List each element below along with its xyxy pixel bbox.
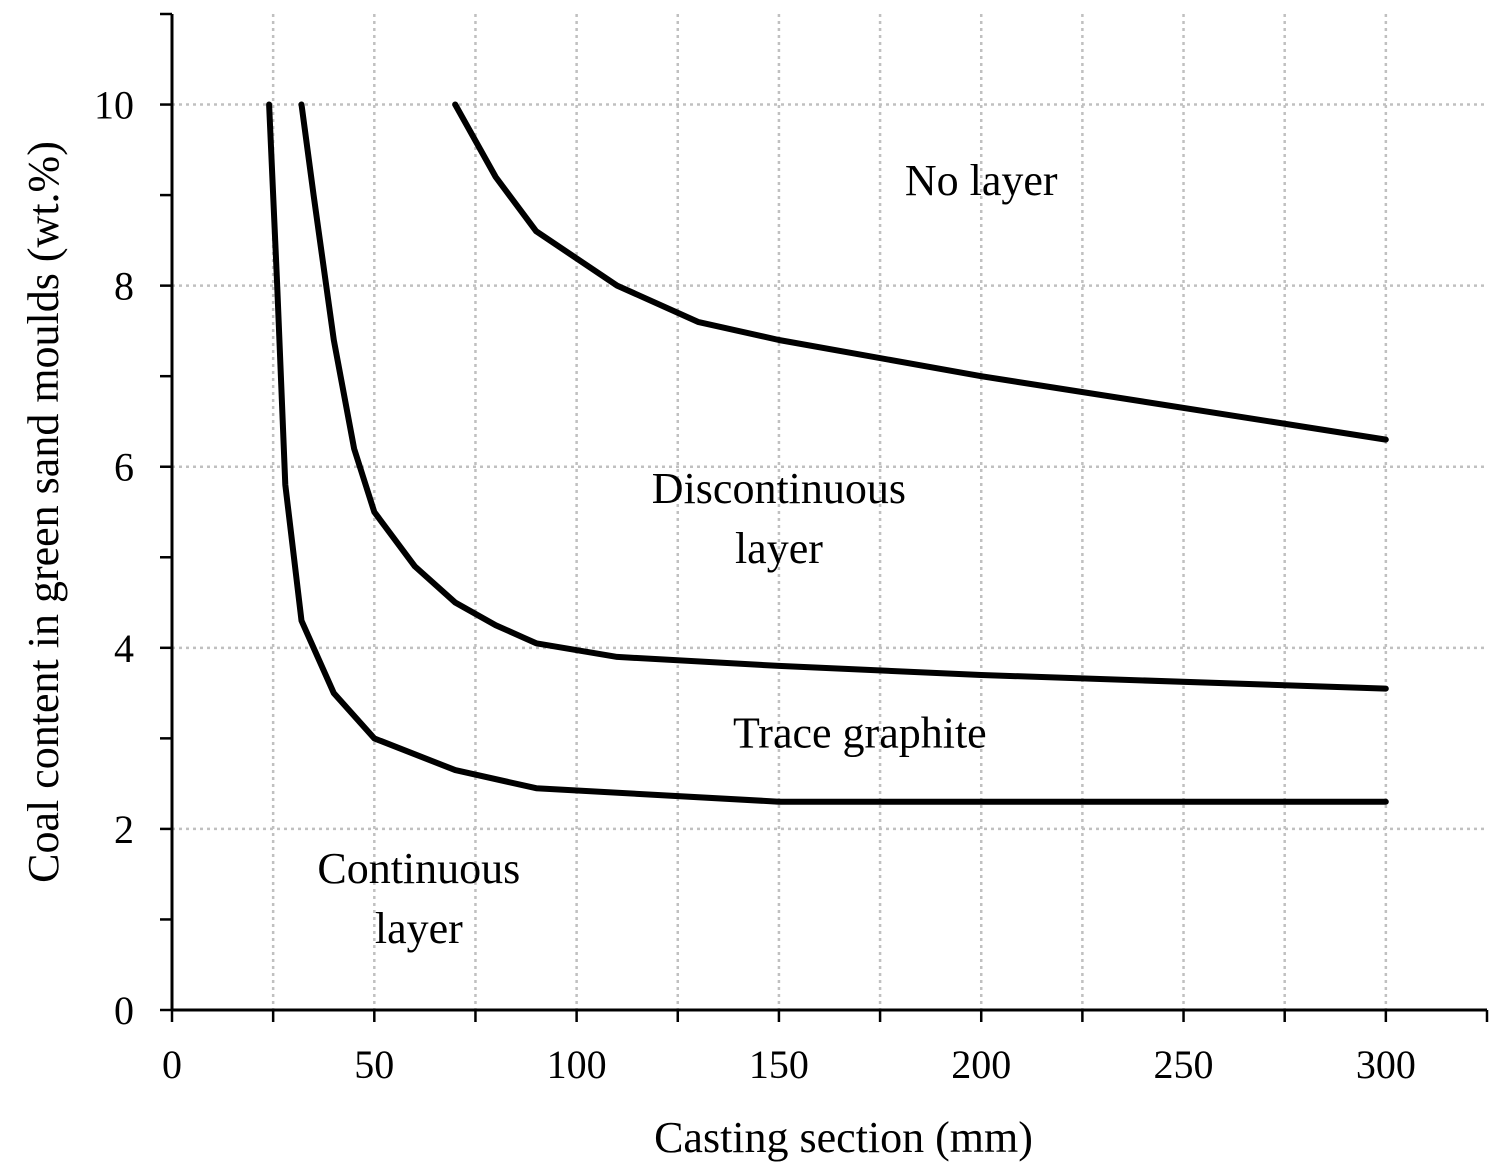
x-tick-label: 300 — [1356, 1042, 1416, 1087]
x-tick-label: 50 — [354, 1042, 394, 1087]
series-line — [266, 101, 1389, 805]
y-tick-label: 6 — [114, 445, 134, 490]
region-label-no-layer: No layer — [905, 156, 1058, 205]
y-tick-label: 4 — [114, 626, 134, 671]
y-tick-label: 8 — [114, 264, 134, 309]
y-tick-label: 10 — [94, 83, 134, 128]
series-line — [298, 101, 1389, 692]
series-lines — [266, 101, 1389, 805]
grid — [172, 14, 1487, 1010]
y-tick-label: 2 — [114, 807, 134, 852]
region-label-trace-graphite: Trace graphite — [733, 708, 987, 757]
region-label-continuous: Continuous layer — [317, 844, 520, 953]
y-tick-label: 0 — [114, 988, 134, 1033]
series-line — [452, 101, 1389, 443]
y-axis-title: Coal content in green sand moulds (wt.%) — [19, 141, 68, 883]
x-tick-label: 0 — [162, 1042, 182, 1087]
region-label-discontinuous: Discontinuous layer — [652, 464, 906, 573]
x-tick-label: 100 — [547, 1042, 607, 1087]
x-axis-title: Casting section (mm) — [654, 1113, 1033, 1162]
region-labels: No layer Discontinuous layer Trace graphite… — [317, 156, 1058, 953]
tick-labels: 0 50 100 150 200 250 300 0 2 4 6 8 10 — [94, 83, 1416, 1087]
x-tick-label: 200 — [951, 1042, 1011, 1087]
x-tick-label: 250 — [1154, 1042, 1214, 1087]
ticks — [160, 12, 1489, 1022]
axes — [170, 14, 1487, 1012]
x-tick-label: 150 — [749, 1042, 809, 1087]
